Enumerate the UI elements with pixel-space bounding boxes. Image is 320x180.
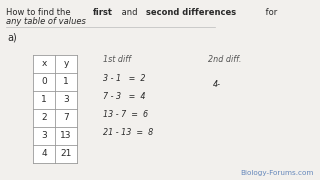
Text: 3 - 1   =  2: 3 - 1 = 2 <box>103 74 146 83</box>
Text: 4-: 4- <box>213 80 221 89</box>
Text: 3: 3 <box>41 132 47 141</box>
Text: 3: 3 <box>63 96 69 105</box>
Text: 1st diff: 1st diff <box>103 55 131 64</box>
Text: 13 - 7  =  6: 13 - 7 = 6 <box>103 110 148 119</box>
Text: 0: 0 <box>41 78 47 87</box>
Text: 7 - 3   =  4: 7 - 3 = 4 <box>103 92 146 101</box>
Bar <box>33 55 77 163</box>
Text: 2nd diff.: 2nd diff. <box>208 55 241 64</box>
Text: any table of values: any table of values <box>6 17 86 26</box>
Text: Biology-Forums.com: Biology-Forums.com <box>241 170 314 176</box>
Text: 4: 4 <box>41 150 47 159</box>
Text: 7: 7 <box>63 114 69 123</box>
Text: a): a) <box>7 32 17 42</box>
Text: 2: 2 <box>41 114 47 123</box>
Text: and: and <box>119 8 140 17</box>
Text: 21: 21 <box>60 150 72 159</box>
Text: 13: 13 <box>60 132 72 141</box>
Text: second differences: second differences <box>146 8 236 17</box>
Text: How to find the: How to find the <box>6 8 74 17</box>
Text: y: y <box>63 60 69 69</box>
Text: 1: 1 <box>63 78 69 87</box>
Text: 1: 1 <box>41 96 47 105</box>
Text: x: x <box>41 60 47 69</box>
Text: 21 - 13  =  8: 21 - 13 = 8 <box>103 128 153 137</box>
Text: for: for <box>263 8 277 17</box>
Text: first: first <box>93 8 113 17</box>
